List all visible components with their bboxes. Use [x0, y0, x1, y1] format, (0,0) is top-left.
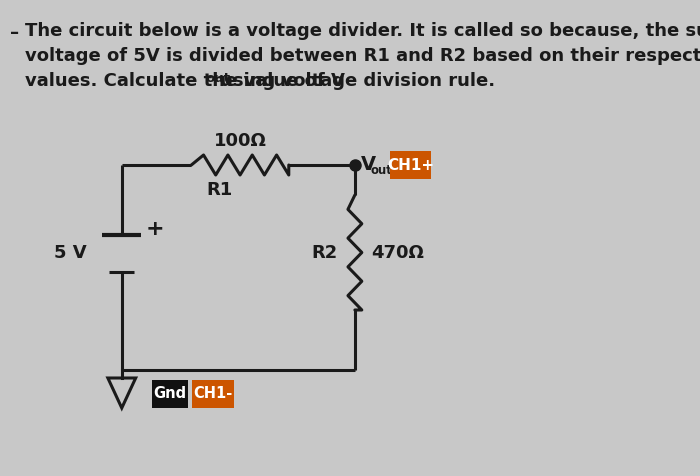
Text: V: V	[360, 155, 376, 173]
Text: CH1+: CH1+	[387, 158, 434, 172]
Text: values. Calculate the value of V: values. Calculate the value of V	[25, 72, 345, 90]
Text: R2: R2	[312, 244, 337, 261]
Text: using voltage division rule.: using voltage division rule.	[214, 72, 496, 90]
Text: 100Ω: 100Ω	[214, 132, 267, 150]
Text: 5 V: 5 V	[55, 245, 87, 262]
Text: Gnd: Gnd	[153, 387, 186, 401]
Text: The circuit below is a voltage divider. It is called so because, the supply: The circuit below is a voltage divider. …	[25, 22, 700, 40]
Text: R1: R1	[206, 181, 232, 199]
Text: out: out	[205, 72, 230, 85]
FancyBboxPatch shape	[152, 380, 188, 408]
Text: –: –	[10, 24, 19, 42]
Text: out: out	[370, 163, 392, 177]
Text: voltage of 5V is divided between R1 and R2 based on their respective: voltage of 5V is divided between R1 and …	[25, 47, 700, 65]
Text: 470Ω: 470Ω	[372, 244, 424, 261]
Text: CH1-: CH1-	[193, 387, 232, 401]
FancyBboxPatch shape	[192, 380, 234, 408]
FancyBboxPatch shape	[390, 151, 431, 179]
Text: +: +	[146, 219, 164, 239]
